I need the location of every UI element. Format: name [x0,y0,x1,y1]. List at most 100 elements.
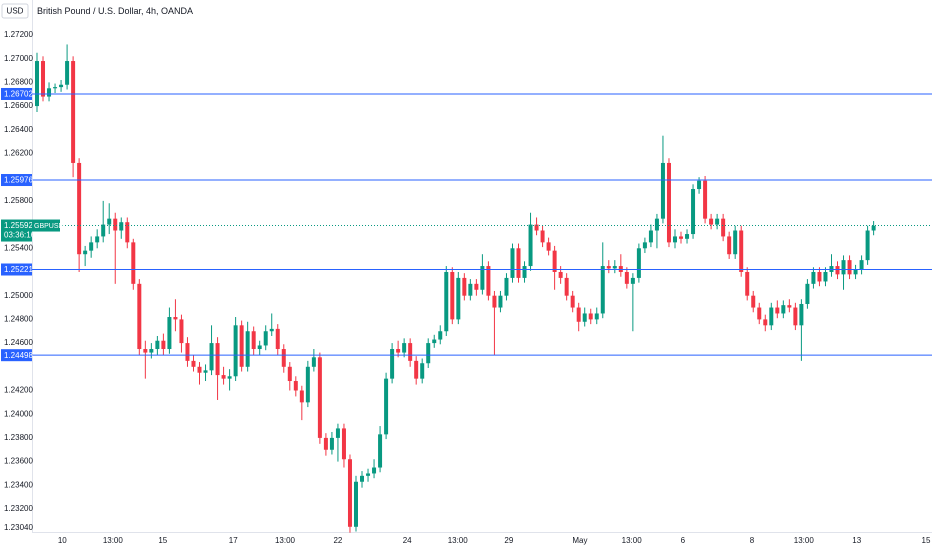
candle-body [269,328,274,332]
candle-body [191,360,196,367]
candle-body [727,236,732,255]
candle-body [534,224,539,231]
symbol-box [32,219,60,232]
candle-body [34,61,39,107]
candle-body [347,459,352,527]
candle-body [588,313,593,320]
level-label-box [1,349,32,362]
candle-body [480,266,485,290]
candle-body [811,271,816,284]
candle-body [552,250,557,272]
y-tick-label: 1.26400 [4,125,33,134]
candle-body [805,283,810,304]
candle-body [293,381,298,391]
candle-body [763,319,768,326]
x-tick-label: 13:00 [794,536,815,545]
candle-body [83,250,88,255]
x-tick-label: 8 [750,536,755,545]
candle-body [865,230,870,261]
y-tick-label: 1.23400 [4,480,33,489]
candle-body [402,343,407,353]
y-tick-label: 1.24000 [4,409,33,418]
candle-body [384,378,389,435]
candle-body [432,339,437,344]
candle-body [757,307,762,320]
y-tick-label: 1.23200 [4,504,33,513]
candle-body [420,363,425,379]
level-label-box [1,263,32,276]
candle-body [516,248,521,278]
y-tick-label: 1.23600 [4,457,33,466]
candle-body [233,325,238,377]
candle-body [257,345,262,350]
candle-body [203,370,208,373]
candle-body [408,343,413,361]
candle-body [793,307,798,326]
candle-body [426,343,431,364]
y-tick-label: 1.24600 [4,338,33,347]
candle-body [107,218,112,225]
candle-body [161,340,166,350]
x-tick-label: 13:00 [275,536,296,545]
y-tick-label: 1.27000 [4,54,33,63]
candle-body [462,277,467,296]
candle-body [787,305,792,308]
level-label-box [1,174,32,187]
candle-body [65,61,70,85]
candle-body [468,283,473,296]
x-tick-label: 15 [922,536,931,545]
currency: USD [7,7,24,16]
candle-body [871,225,876,231]
candle-body [654,218,659,231]
candle-body [624,271,629,284]
x-tick-label: 13:00 [448,536,469,545]
candle-body [245,331,250,367]
candle-body [353,481,358,527]
candle-body [456,277,461,320]
candle-body [179,319,184,344]
y-tick-label: 1.25800 [4,196,33,205]
y-tick-label: 1.23040 [4,523,33,532]
candle-body [41,61,46,97]
candle-body [582,313,587,322]
y-tick-label: 1.26600 [4,101,33,110]
candle-body [137,283,142,350]
x-tick-label: 10 [58,536,67,545]
candle-body [660,162,665,219]
candle-body [239,325,244,367]
candle-body [378,434,383,468]
candle-body [414,360,419,379]
candle-body [323,437,328,450]
candle-body [450,271,455,320]
chart-title: British Pound / U.S. Dollar, 4h, OANDA [37,6,193,16]
candle-body [498,295,503,308]
candle-body [396,349,401,353]
candle-body [149,349,154,353]
candle-body [53,87,58,89]
candle-body [636,248,641,278]
candle-body [299,390,304,403]
candle-body [317,357,322,438]
candle-body [360,475,365,482]
candle-body [438,331,443,340]
currency-box[interactable] [1,3,29,19]
candle-body [703,180,708,219]
candle-body [679,236,684,239]
candle-body [287,366,292,382]
candle-body [666,162,671,243]
y-tick-label: 1.24200 [4,386,33,395]
y-tick-label: 1.27200 [4,30,33,39]
x-tick-label: 22 [333,536,342,545]
candle-body [390,349,395,379]
x-tick-label: 15 [158,536,167,545]
candle-body [775,307,780,314]
candle-body [372,467,377,474]
candle-body [185,343,190,361]
candle-body [642,242,647,249]
level-label: 1.25976 [4,176,33,185]
candle-body [77,162,82,255]
candle-body [751,295,756,308]
candle-body [305,366,310,403]
candle-body [221,375,226,379]
candle-body [59,84,64,88]
